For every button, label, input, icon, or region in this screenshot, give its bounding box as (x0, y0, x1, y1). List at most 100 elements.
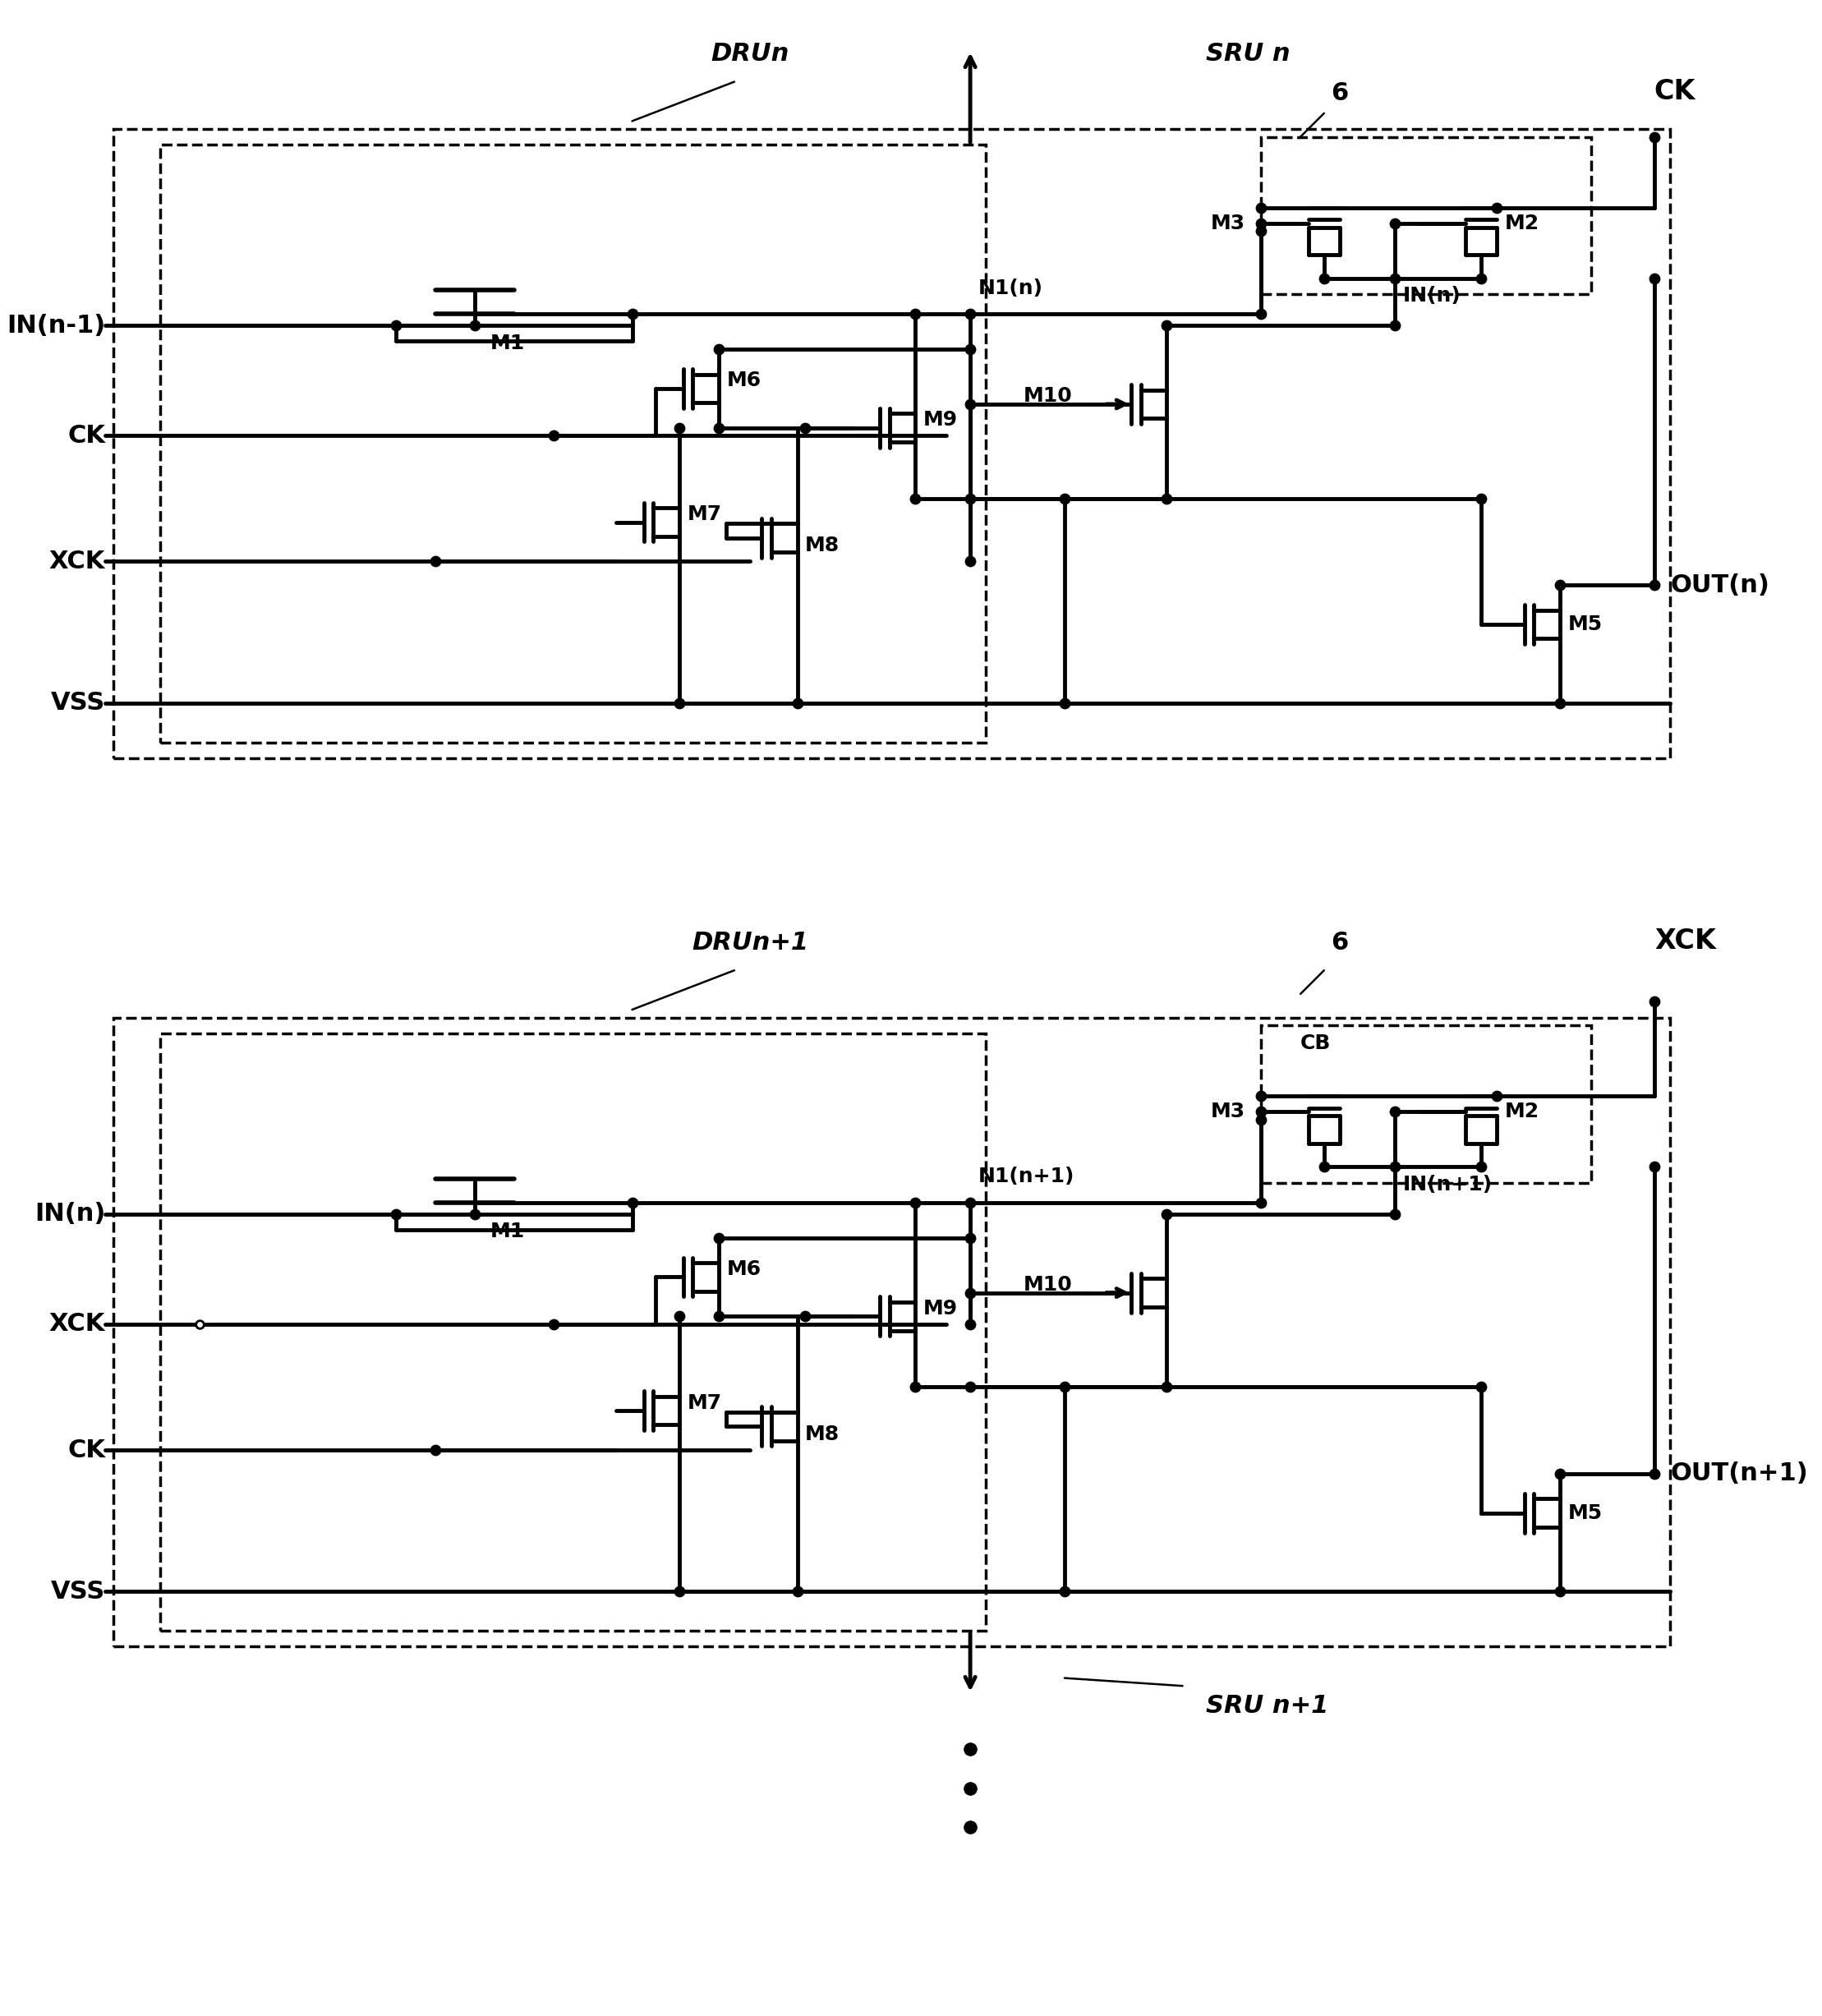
Point (900, 1371, 929, 1403)
Point (186, 1308, 215, 1341)
Point (791, 1300, 820, 1333)
Point (957, 1276, 986, 1308)
Text: M3: M3 (1212, 1103, 1246, 1121)
Point (783, 1574, 813, 1607)
Point (1246, 216, 1275, 248)
Point (1640, 569, 1669, 601)
Point (1310, 262, 1339, 294)
Text: M3: M3 (1212, 214, 1246, 234)
Point (900, 298, 929, 331)
Text: 6: 6 (1332, 81, 1348, 105)
Point (957, 1371, 986, 1403)
Point (461, 308, 490, 341)
Point (957, 333, 986, 365)
Text: OUT(n): OUT(n) (1671, 573, 1769, 597)
Point (1049, 1371, 1079, 1403)
Text: DRUn+1: DRUn+1 (692, 931, 809, 956)
Point (957, 387, 986, 419)
Point (1381, 308, 1410, 341)
Point (1049, 687, 1079, 720)
Point (1310, 1151, 1339, 1183)
Point (1246, 1185, 1275, 1218)
Point (957, 482, 986, 514)
Point (1381, 208, 1410, 240)
Point (703, 411, 732, 444)
Point (957, 1185, 986, 1218)
Point (1467, 262, 1496, 294)
Point (665, 1300, 694, 1333)
Point (421, 1433, 450, 1466)
Point (1545, 687, 1574, 720)
Point (1467, 1151, 1496, 1183)
Text: IN(n): IN(n) (35, 1202, 106, 1226)
Text: M8: M8 (805, 1425, 840, 1443)
Point (421, 544, 450, 577)
Point (1246, 1103, 1275, 1135)
Point (665, 687, 694, 720)
Point (665, 411, 694, 444)
Point (1483, 1081, 1512, 1113)
Point (1381, 1097, 1410, 1129)
Text: CK: CK (67, 423, 106, 448)
Text: M10: M10 (1024, 387, 1073, 405)
Text: M1: M1 (490, 1222, 525, 1242)
Text: M2: M2 (1505, 1103, 1540, 1121)
Point (618, 1185, 647, 1218)
Point (791, 411, 820, 444)
Point (957, 298, 986, 331)
Text: SRU n: SRU n (1206, 42, 1290, 67)
Text: M2: M2 (1505, 214, 1540, 234)
Text: M5: M5 (1567, 615, 1602, 635)
Point (1152, 482, 1181, 514)
Point (703, 333, 732, 365)
Text: M6: M6 (727, 371, 762, 391)
Text: DRUn: DRUn (711, 42, 789, 67)
Point (1152, 1198, 1181, 1230)
Point (1640, 1458, 1669, 1490)
Text: IN(n): IN(n) (1403, 286, 1461, 306)
Text: CK: CK (1654, 79, 1696, 105)
Point (1246, 1097, 1275, 1129)
Point (1049, 482, 1079, 514)
Text: M8: M8 (805, 536, 840, 556)
Text: N1(n): N1(n) (978, 278, 1042, 298)
Text: M6: M6 (727, 1260, 762, 1278)
Point (957, 1222, 986, 1254)
Text: M7: M7 (687, 504, 722, 524)
Point (1545, 1574, 1574, 1607)
Text: VSS: VSS (51, 691, 106, 716)
Text: 6: 6 (1332, 931, 1348, 956)
Text: XCK: XCK (49, 550, 106, 573)
Point (539, 419, 568, 452)
Text: M9: M9 (924, 409, 958, 429)
Point (1381, 1151, 1410, 1183)
Point (1152, 1371, 1181, 1403)
Text: SRU n+1: SRU n+1 (1206, 1693, 1328, 1718)
Point (461, 1198, 490, 1230)
Point (900, 1185, 929, 1218)
Text: CB: CB (1301, 1034, 1332, 1052)
Point (421, 1433, 450, 1466)
Point (1467, 482, 1496, 514)
Point (1246, 208, 1275, 240)
Text: XCK: XCK (1654, 927, 1716, 956)
Point (1049, 1574, 1079, 1607)
Point (957, 544, 986, 577)
Text: VSS: VSS (51, 1581, 106, 1603)
Point (618, 298, 647, 331)
Point (1246, 1081, 1275, 1113)
Point (957, 1308, 986, 1341)
Point (1246, 298, 1275, 331)
Point (703, 1222, 732, 1254)
Text: IN(n+1): IN(n+1) (1403, 1175, 1492, 1195)
Text: N1(n+1): N1(n+1) (978, 1167, 1075, 1187)
Point (957, 1732, 986, 1764)
Point (957, 1772, 986, 1804)
Point (1640, 986, 1669, 1018)
Point (1381, 1198, 1410, 1230)
Text: M7: M7 (687, 1393, 722, 1413)
Text: M10: M10 (1024, 1274, 1073, 1294)
Point (539, 1308, 568, 1341)
Point (1545, 1458, 1574, 1490)
Text: CK: CK (67, 1437, 106, 1462)
